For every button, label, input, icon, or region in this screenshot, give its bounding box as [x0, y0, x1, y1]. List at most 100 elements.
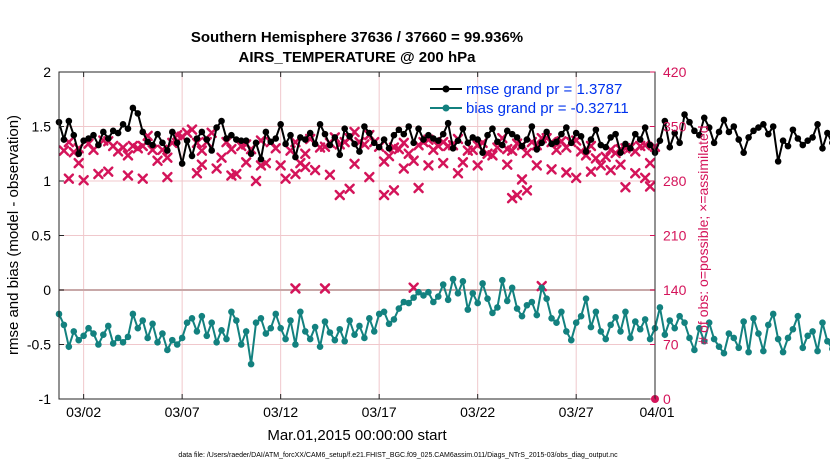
bias-series-point	[513, 305, 521, 312]
obs-marker-stroke	[398, 163, 410, 174]
obs-marker-stroke	[472, 160, 483, 171]
rmse-series-point	[134, 110, 142, 117]
rmse-series-point	[183, 137, 191, 144]
rmse-series-point	[612, 130, 619, 138]
bias-series-point	[178, 334, 186, 342]
bias-series-point	[548, 315, 555, 322]
bias-series-point	[159, 330, 166, 337]
obs-marker-stroke	[240, 157, 252, 168]
rmse-series-point	[799, 141, 807, 149]
obs-marker-stroke	[196, 145, 208, 156]
legend-bias-label: bias grand pr = -0.32711	[466, 100, 629, 117]
obs-point	[506, 145, 518, 156]
bias-series-point	[627, 334, 634, 342]
bias-series-point	[646, 335, 654, 343]
rmse-series-point	[494, 138, 501, 146]
bias-series-point	[666, 317, 674, 324]
rmse-series-point	[301, 136, 309, 143]
y-tick-label: -0.5	[27, 337, 51, 353]
bias-series-point	[247, 360, 255, 368]
rmse-series-point	[740, 149, 747, 156]
legend-bias-marker	[442, 104, 450, 112]
bias-series-point	[720, 349, 728, 357]
obs-marker-stroke	[226, 143, 237, 155]
rmse-series-point	[366, 129, 373, 137]
obs-point	[349, 158, 360, 170]
rmse-series-point	[804, 137, 811, 144]
rmse-series-point	[262, 128, 270, 136]
obs-marker-stroke	[162, 171, 173, 183]
bias-series-point	[439, 281, 447, 288]
obs-marker-stroke	[122, 150, 134, 161]
rmse-series-point	[316, 121, 324, 128]
obs-point	[472, 160, 483, 171]
rmse-series-point	[272, 135, 280, 142]
obs-point	[383, 150, 395, 162]
bias-series-point	[789, 325, 797, 333]
obs-point	[319, 283, 331, 294]
y-right-tick-label: 420	[663, 64, 687, 80]
obs-marker-stroke	[551, 144, 562, 156]
obs-point	[501, 159, 513, 170]
rmse-series-point	[508, 130, 516, 138]
data-file-footnote: data file: /Users/raeder/DAI/ATM_forcXX/…	[178, 452, 618, 459]
bias-series-point	[193, 328, 201, 335]
obs-point	[137, 173, 148, 184]
x-axis: 03/02 03/07 03/12 03/17 03/22 03/27 04/01	[66, 72, 675, 420]
rmse-series-point	[173, 139, 181, 147]
obs-point	[211, 163, 222, 174]
bias-series-point	[139, 317, 147, 324]
obs-marker-stroke	[319, 283, 331, 294]
bias-series-point	[449, 275, 457, 283]
rmse-series-point	[267, 138, 275, 146]
bias-series-point	[656, 304, 664, 311]
bias-series-point	[705, 319, 713, 327]
obs-marker-stroke	[206, 127, 217, 138]
x-tick-label: 04/01	[639, 404, 674, 420]
obs-point	[78, 174, 89, 186]
bias-series-point	[375, 310, 383, 318]
rmse-series-point	[188, 152, 196, 160]
rmse-series-point	[681, 111, 688, 118]
obs-point	[290, 283, 301, 294]
bias-series-point	[144, 334, 151, 342]
bias-series-point	[80, 332, 87, 340]
rmse-series-point	[538, 139, 546, 147]
bias-series-point	[691, 346, 698, 354]
rmse-series-point	[100, 128, 107, 136]
obs-point	[408, 155, 419, 167]
bias-series-point	[518, 312, 526, 320]
obs-point	[531, 160, 543, 171]
chart-title: Southern Hemisphere 37636 / 37660 = 99.9…	[191, 29, 523, 46]
rmse-series-point	[252, 139, 260, 147]
y-tick-label: 1.5	[32, 119, 52, 135]
bias-series-point	[114, 334, 122, 342]
obs-marker-stroke	[137, 173, 148, 184]
rmse-series-point	[755, 124, 762, 131]
rmse-series-point	[676, 139, 683, 147]
rmse-series-point	[489, 125, 496, 132]
bias-series-point	[257, 315, 265, 322]
obs-marker-stroke	[516, 174, 528, 185]
rmse-series-point	[297, 134, 304, 141]
bias-series-point	[641, 316, 649, 323]
obs-marker-stroke	[413, 182, 424, 194]
rmse-series-point	[597, 141, 605, 149]
rmse-series-point	[636, 136, 644, 143]
rmse-series-point	[114, 129, 122, 137]
obs-marker-stroke	[644, 157, 656, 169]
obs-marker-stroke	[349, 158, 360, 170]
rmse-series-point	[735, 136, 743, 143]
obs-marker-stroke	[644, 181, 656, 192]
obs-point	[300, 148, 311, 159]
bias-series-point	[784, 334, 792, 342]
bias-series-point	[814, 347, 821, 355]
rmse-series-point	[331, 134, 339, 141]
bias-series-point	[109, 340, 117, 347]
rmse-series-point	[193, 135, 201, 142]
bias-series-point	[272, 310, 280, 318]
bias-series-point	[636, 325, 644, 333]
obs-marker-stroke	[93, 168, 104, 180]
obs-point	[521, 147, 533, 159]
rmse-series-point	[311, 140, 319, 148]
